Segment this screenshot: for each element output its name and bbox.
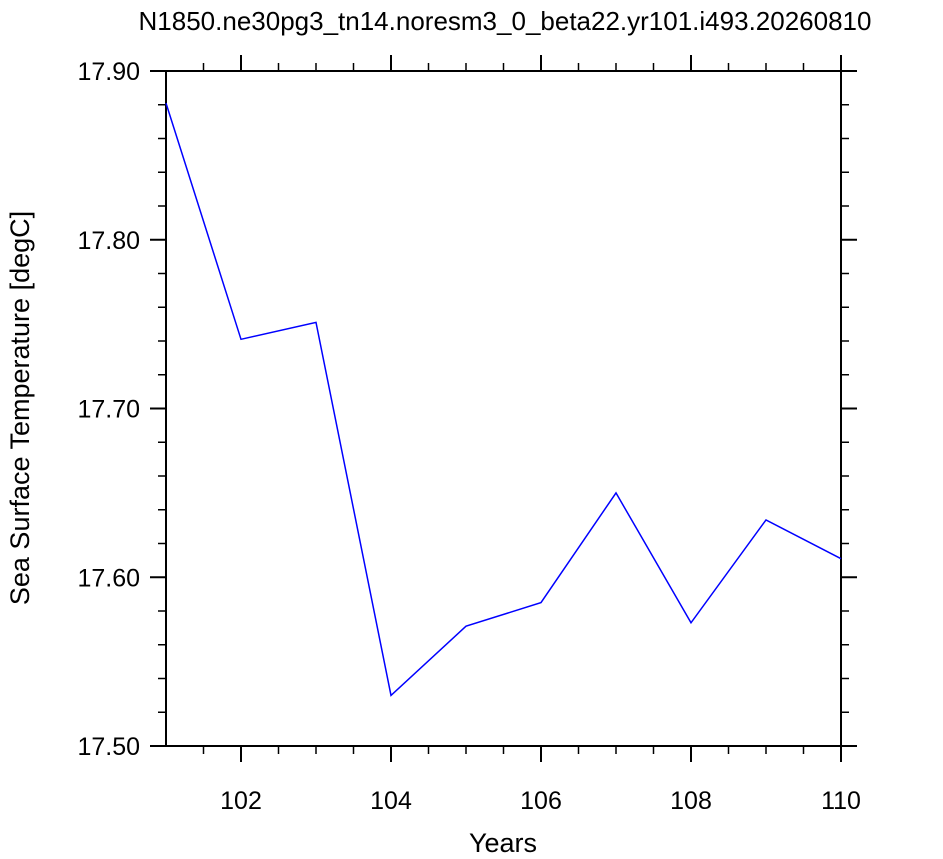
- plot-frame: [165, 70, 842, 747]
- sst-series-line: [165, 102, 842, 697]
- y-tick-label: 17.90: [77, 58, 140, 86]
- y-tick-label: 17.80: [77, 227, 140, 255]
- x-tick-label: 108: [670, 787, 712, 815]
- chart-title: N1850.ne30pg3_tn14.noresm3_0_beta22.yr10…: [139, 6, 872, 36]
- x-tick-label: 110: [821, 787, 861, 815]
- x-axis-label: Years: [469, 828, 537, 858]
- y-axis-label: Sea Surface Temperature [degC]: [5, 211, 35, 605]
- x-tick-label: 102: [220, 787, 262, 815]
- axis-tick-labels: 102 104 106 108 110 17.50 17.60 17.70 17.80 17.90: [77, 58, 860, 815]
- y-tick-label: 17.50: [77, 733, 140, 761]
- plot-border: [165, 70, 842, 747]
- x-tick-label: 104: [370, 787, 412, 815]
- axis-ticks: [150, 55, 857, 762]
- series-layer: [165, 102, 842, 697]
- x-tick-label: 106: [520, 787, 562, 815]
- y-tick-label: 17.70: [77, 396, 140, 424]
- y-tick-label: 17.60: [77, 564, 140, 592]
